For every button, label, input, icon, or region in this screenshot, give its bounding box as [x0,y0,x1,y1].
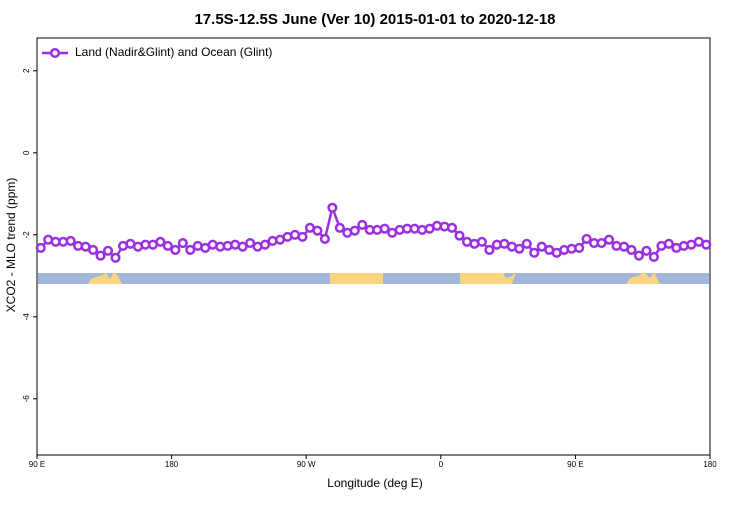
point [110,252,121,263]
land-patch [88,272,122,284]
y-tick-label: 2 [22,68,31,73]
land-patch [460,272,516,284]
point [102,245,114,256]
point [574,242,585,253]
x-axis-label: Longitude (deg E) [327,476,422,490]
point [88,244,99,256]
point [514,243,525,254]
legend-marker [49,47,61,59]
x-tick-label: 90 E [29,460,45,469]
x-tick-label: 180 [703,460,717,469]
land-patch [330,273,383,284]
point [521,238,532,249]
point [297,231,308,242]
point [245,237,256,249]
chart-title: 17.5S-12.5S June (Ver 10) 2015-01-01 to … [194,11,555,28]
point [319,233,330,244]
point [35,242,46,253]
point [155,236,166,247]
point [162,240,173,251]
point [177,237,188,249]
point [327,202,338,213]
point [484,244,495,256]
x-tick-label: 180 [165,460,179,469]
land-ocean-strip [38,272,709,284]
point [476,236,487,247]
point [701,239,712,250]
y-tick-label: -4 [22,313,31,321]
point [65,235,76,247]
point [334,222,345,233]
point [633,250,645,261]
land-patch [626,272,660,284]
point [260,239,271,250]
point [357,219,368,231]
point [95,250,106,261]
legend-label: Land (Nadir&Glint) and Ocean (Glint) [75,45,272,59]
point [641,245,652,256]
point [663,238,674,249]
y-axis-label: XCO2 - MLO trend (ppm) [4,178,18,313]
point [446,222,458,233]
x-tick-label: 0 [439,460,444,469]
x-tick-label: 90 E [567,460,583,469]
y-tick-label: 0 [22,150,31,155]
point [170,244,181,256]
point [185,244,196,256]
point [648,251,659,263]
y-tick-label: -2 [22,231,31,239]
y-tick-label: -6 [22,395,31,403]
point [581,233,592,244]
point [379,223,390,234]
point [529,247,540,258]
x-tick-label: 90 W [297,460,316,469]
point [312,225,323,236]
point [454,230,465,241]
point [604,234,615,245]
point [349,225,360,236]
point [237,241,248,252]
point [626,244,637,256]
